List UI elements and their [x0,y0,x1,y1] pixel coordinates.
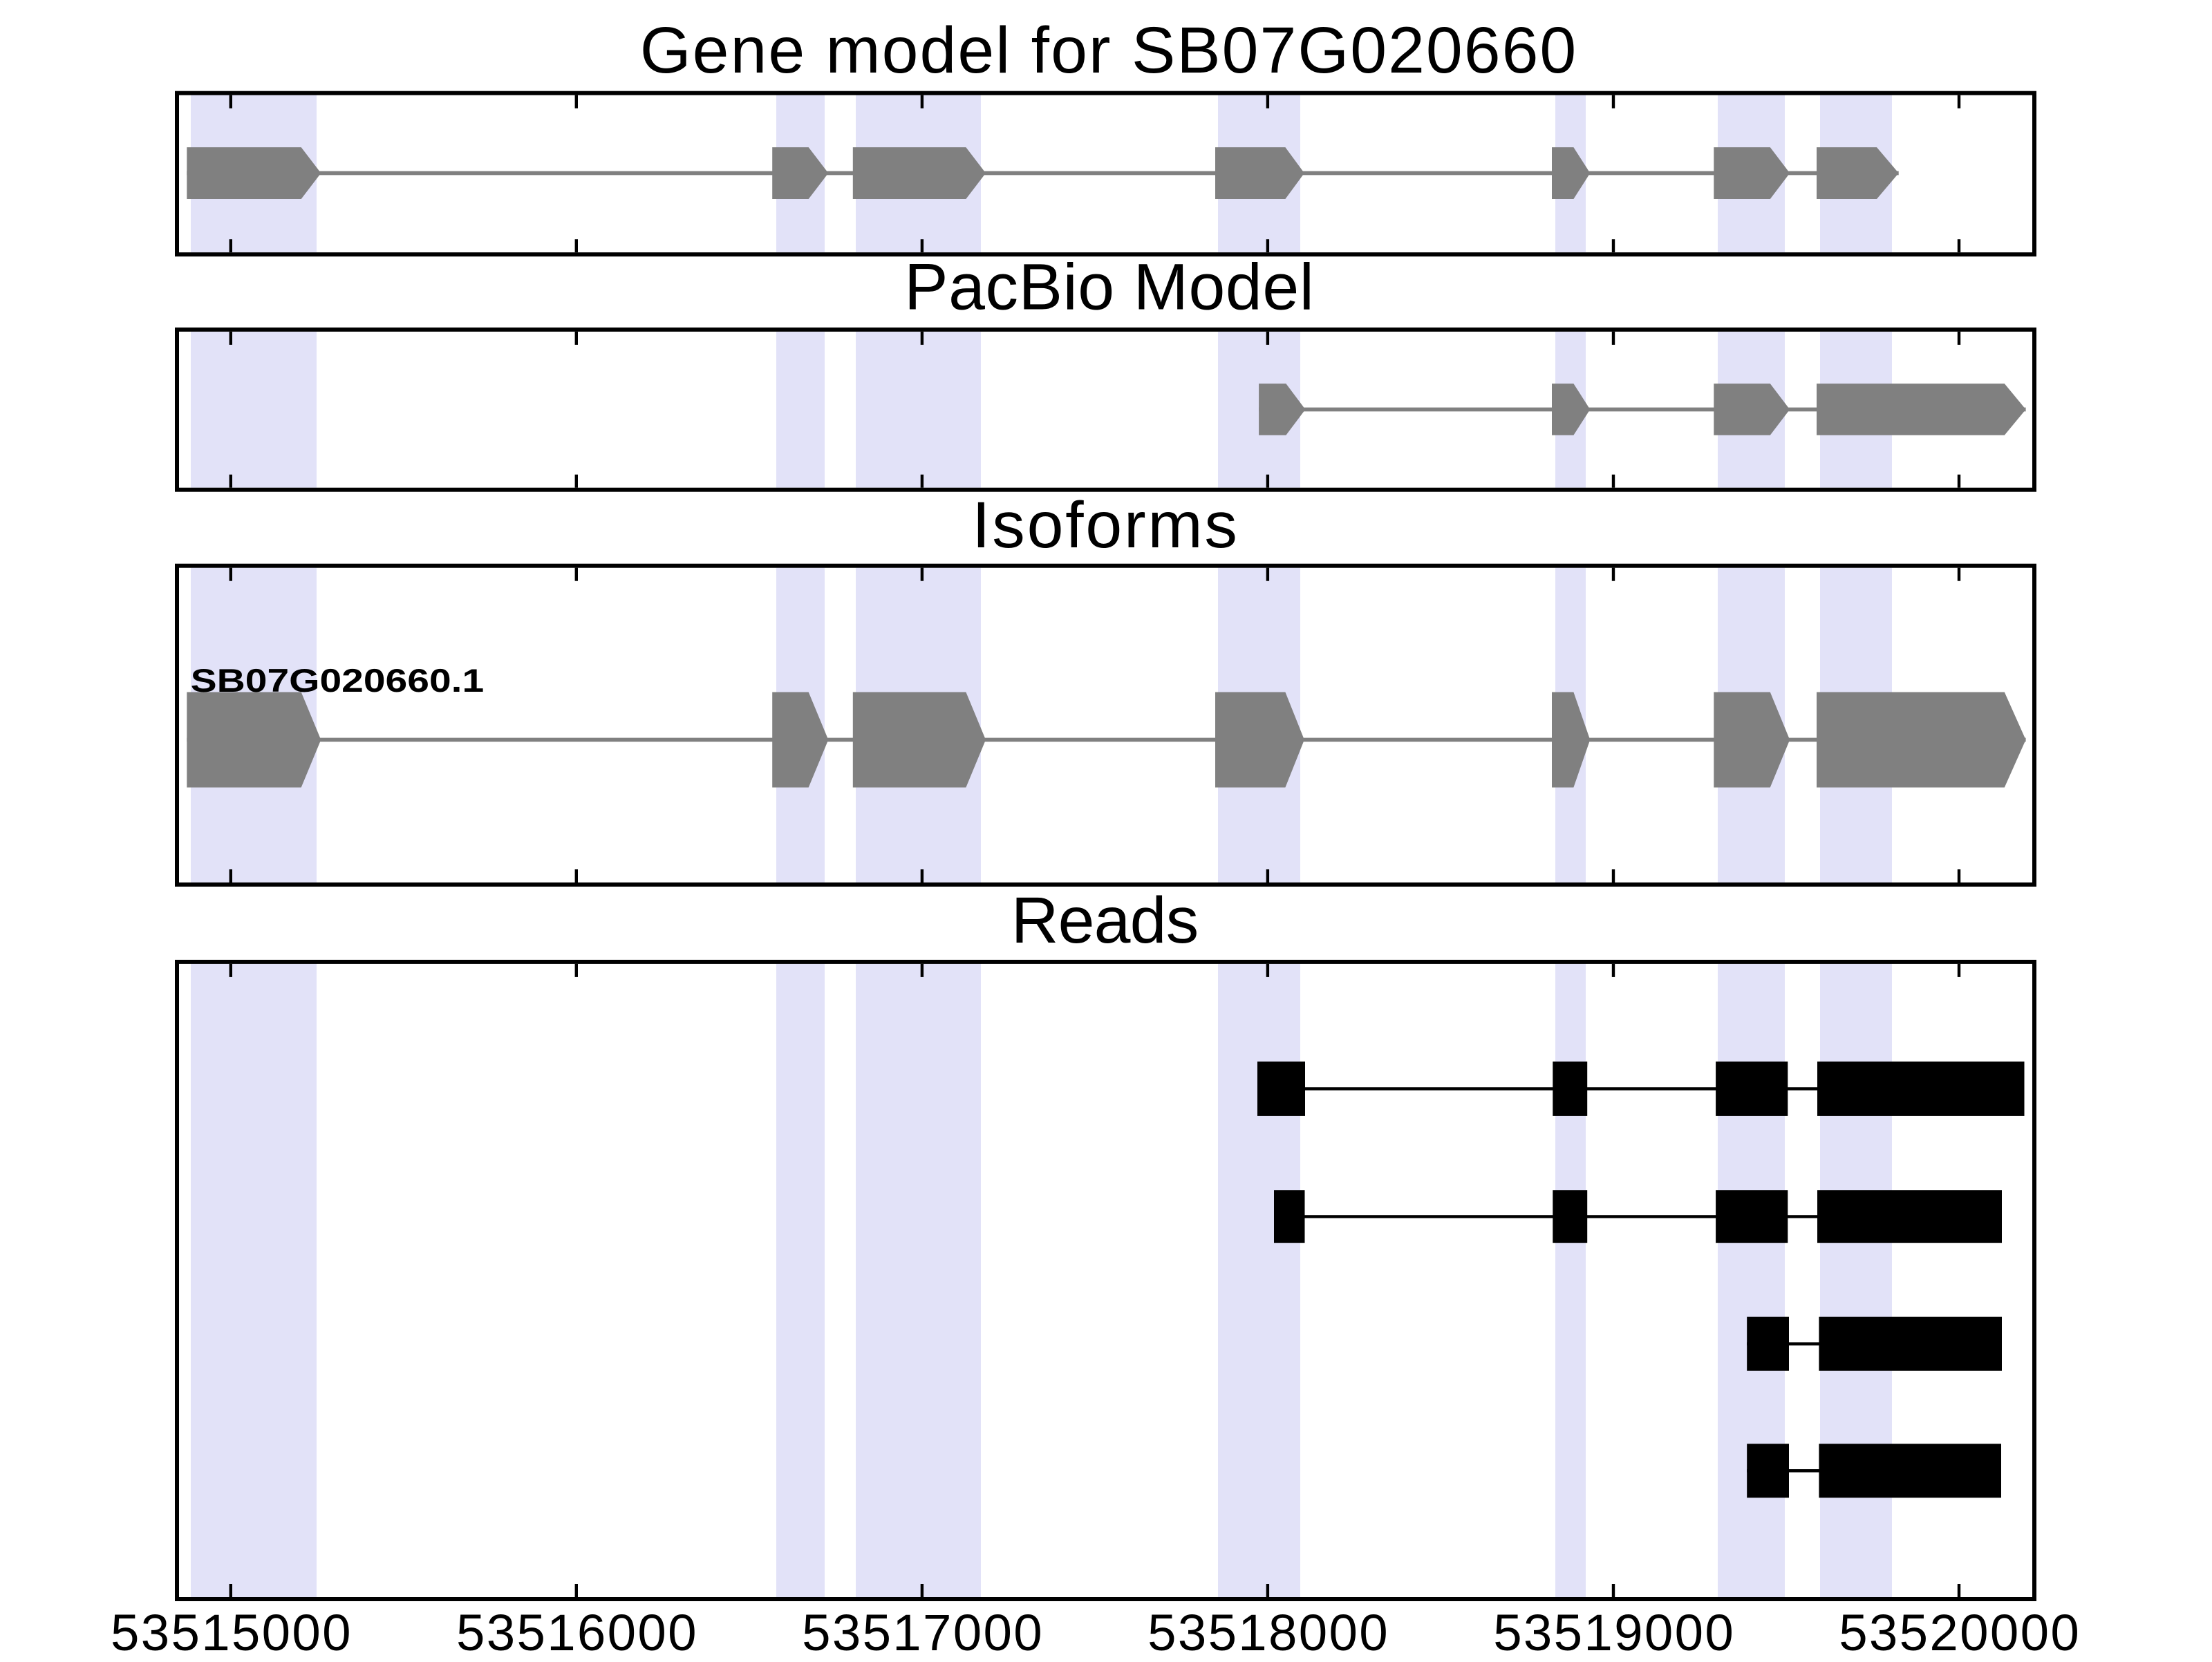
svg-text:53515000: 53515000 [111,1604,353,1659]
svg-text:Reads: Reads [1011,884,1199,957]
svg-text:Isoforms: Isoforms [972,489,1239,562]
svg-text:PacBio Model: PacBio Model [904,251,1314,324]
svg-text:53519000: 53519000 [1493,1604,1735,1659]
svg-text:53520000: 53520000 [1839,1604,2081,1659]
svg-text:Gene model for SB07G020660: Gene model for SB07G020660 [640,14,1578,87]
svg-text:SB07G020660.1: SB07G020660.1 [191,663,485,699]
svg-text:53517000: 53517000 [802,1604,1044,1659]
svg-text:53518000: 53518000 [1147,1604,1389,1659]
svg-text:53516000: 53516000 [456,1604,698,1659]
